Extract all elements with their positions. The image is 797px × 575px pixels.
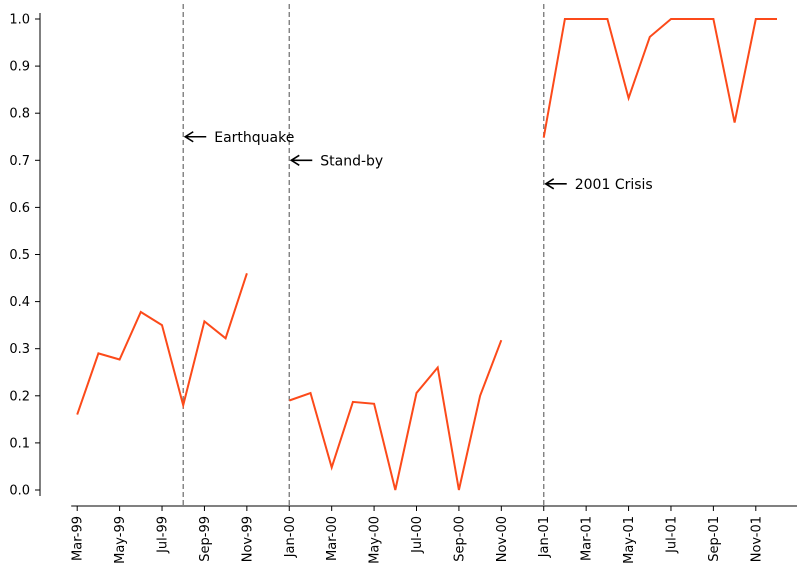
- x-tick-label: Jan-00: [283, 516, 298, 558]
- x-tick-label: Mar-00: [325, 516, 340, 561]
- x-tick-label: Mar-01: [580, 516, 595, 561]
- annotation-label: Stand-by: [320, 153, 383, 169]
- y-tick-label: 0.9: [9, 60, 30, 75]
- x-tick-label: May-99: [113, 516, 128, 564]
- series-layer: [76, 18, 777, 491]
- series-line-segment: [288, 339, 503, 491]
- annotation-arrowhead: [289, 154, 300, 166]
- series-line-segment: [542, 18, 777, 138]
- event-lines: [182, 4, 545, 506]
- y-tick-label: 1.0: [9, 13, 30, 28]
- axes: 0.0 0.1 0.2 0.3 0.4 0.5 0.6 0.7 0.8 0.9 1.0 Mar-99 M…: [9, 13, 797, 564]
- y-tick-label: 0.2: [9, 389, 30, 404]
- y-tick-label: 0.3: [9, 342, 30, 357]
- x-tick-label: Nov-99: [240, 516, 255, 562]
- x-tick-label: Sep-99: [198, 516, 213, 562]
- y-tick-label: 0.1: [9, 436, 30, 451]
- x-tick-label: Jul-00: [410, 516, 425, 554]
- x-tick-label: Jan-01: [537, 516, 552, 558]
- x-tick-label: May-01: [622, 516, 637, 564]
- x-tick-label: Jul-01: [664, 516, 679, 554]
- y-tick-label: 0.6: [9, 201, 30, 216]
- annotations: Earthquake Stand-by 2001 Crisis: [183, 130, 653, 193]
- y-tick-label: 0.7: [9, 154, 30, 169]
- x-tick-label: Sep-01: [707, 516, 722, 562]
- x-tick-label: Jul-99: [156, 516, 171, 554]
- annotation-arrowhead: [183, 131, 194, 143]
- x-tick-label: May-00: [368, 516, 383, 564]
- annotation-label: 2001 Crisis: [575, 177, 653, 193]
- x-tick-label: Mar-99: [71, 516, 86, 561]
- annotation-label: Earthquake: [214, 130, 294, 146]
- x-tick-label: Nov-00: [495, 516, 510, 562]
- y-tick-label: 0.8: [9, 107, 30, 122]
- y-tick-label: 0.0: [9, 484, 30, 499]
- x-tick-label: Nov-01: [749, 516, 764, 562]
- series-line-segment: [76, 272, 248, 415]
- x-tick-label: Sep-00: [452, 516, 467, 562]
- y-tick-label: 0.5: [9, 248, 30, 263]
- y-tick-label: 0.4: [9, 295, 30, 310]
- annotation-arrowhead: [544, 178, 555, 190]
